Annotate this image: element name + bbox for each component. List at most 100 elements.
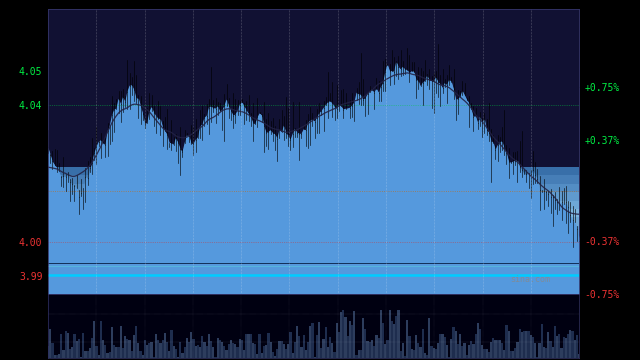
Bar	[48, 234, 579, 243]
Bar	[530, 334, 532, 358]
Bar	[570, 330, 572, 358]
Bar	[239, 339, 241, 358]
Bar	[166, 342, 168, 358]
Bar	[479, 329, 481, 358]
Bar	[300, 347, 303, 358]
Bar	[236, 347, 239, 358]
Bar	[186, 338, 188, 358]
Bar	[510, 351, 512, 358]
Bar	[48, 217, 579, 226]
Bar	[463, 343, 466, 358]
Bar	[51, 343, 54, 358]
Bar	[444, 337, 446, 358]
Bar	[332, 343, 333, 358]
Bar	[95, 346, 97, 358]
Bar	[80, 357, 82, 358]
Bar	[340, 312, 342, 358]
Bar	[269, 342, 272, 358]
Bar	[144, 340, 146, 358]
Bar	[82, 333, 84, 358]
Bar	[466, 355, 468, 358]
Bar	[494, 340, 497, 358]
Bar	[364, 329, 367, 358]
Bar	[320, 347, 323, 358]
Bar	[351, 325, 353, 358]
Bar	[545, 348, 547, 358]
Bar	[113, 345, 115, 358]
Bar	[48, 209, 579, 217]
Bar	[433, 347, 435, 358]
Bar	[173, 346, 175, 358]
Bar	[184, 347, 186, 358]
Bar	[153, 357, 155, 358]
Bar	[417, 343, 419, 358]
Bar	[179, 342, 181, 358]
Bar	[298, 337, 300, 358]
Bar	[541, 324, 543, 358]
Bar	[159, 343, 161, 358]
Bar	[521, 332, 523, 358]
Bar	[413, 350, 415, 358]
Bar	[459, 334, 461, 358]
Bar	[333, 352, 335, 358]
Bar	[272, 352, 274, 358]
Bar	[477, 323, 479, 358]
Bar	[190, 332, 193, 358]
Bar	[210, 341, 212, 358]
Bar	[219, 339, 221, 358]
Bar	[474, 334, 477, 358]
Bar	[461, 346, 463, 358]
Bar	[399, 351, 402, 358]
Bar	[411, 349, 413, 358]
Bar	[181, 353, 184, 358]
Bar	[48, 192, 579, 201]
Bar	[228, 344, 230, 358]
Bar	[49, 329, 51, 358]
Bar	[497, 340, 499, 358]
Bar	[296, 326, 298, 358]
Bar	[318, 323, 320, 358]
Bar	[241, 340, 243, 358]
Bar	[402, 343, 404, 358]
Bar	[367, 341, 369, 358]
Bar	[488, 352, 490, 358]
Bar	[150, 342, 153, 358]
Bar	[254, 344, 256, 358]
Bar	[448, 357, 451, 358]
Bar	[216, 338, 219, 358]
Bar	[177, 357, 179, 358]
Bar	[48, 243, 579, 251]
Bar	[260, 353, 263, 358]
Bar	[170, 330, 173, 358]
Bar	[329, 337, 332, 358]
Bar	[527, 331, 530, 358]
Bar	[256, 354, 259, 358]
Bar	[292, 353, 294, 358]
Bar	[164, 333, 166, 358]
Bar	[161, 340, 164, 358]
Bar	[77, 339, 80, 358]
Bar	[373, 346, 375, 358]
Bar	[287, 344, 289, 358]
Bar	[115, 347, 117, 358]
Bar	[199, 347, 201, 358]
Bar	[556, 336, 558, 358]
Bar	[561, 348, 563, 358]
Bar	[393, 324, 395, 358]
Bar	[446, 345, 448, 358]
Bar	[175, 349, 177, 358]
Bar	[501, 343, 503, 358]
Bar	[259, 334, 260, 358]
Bar	[100, 321, 102, 358]
Bar	[214, 357, 216, 358]
Bar	[294, 342, 296, 358]
Bar	[48, 285, 579, 294]
Bar	[324, 327, 327, 358]
Bar	[58, 354, 60, 358]
Bar	[193, 339, 195, 358]
Bar	[342, 310, 344, 358]
Bar	[131, 351, 133, 358]
Bar	[536, 357, 538, 358]
Bar	[554, 326, 556, 358]
Bar	[468, 345, 470, 358]
